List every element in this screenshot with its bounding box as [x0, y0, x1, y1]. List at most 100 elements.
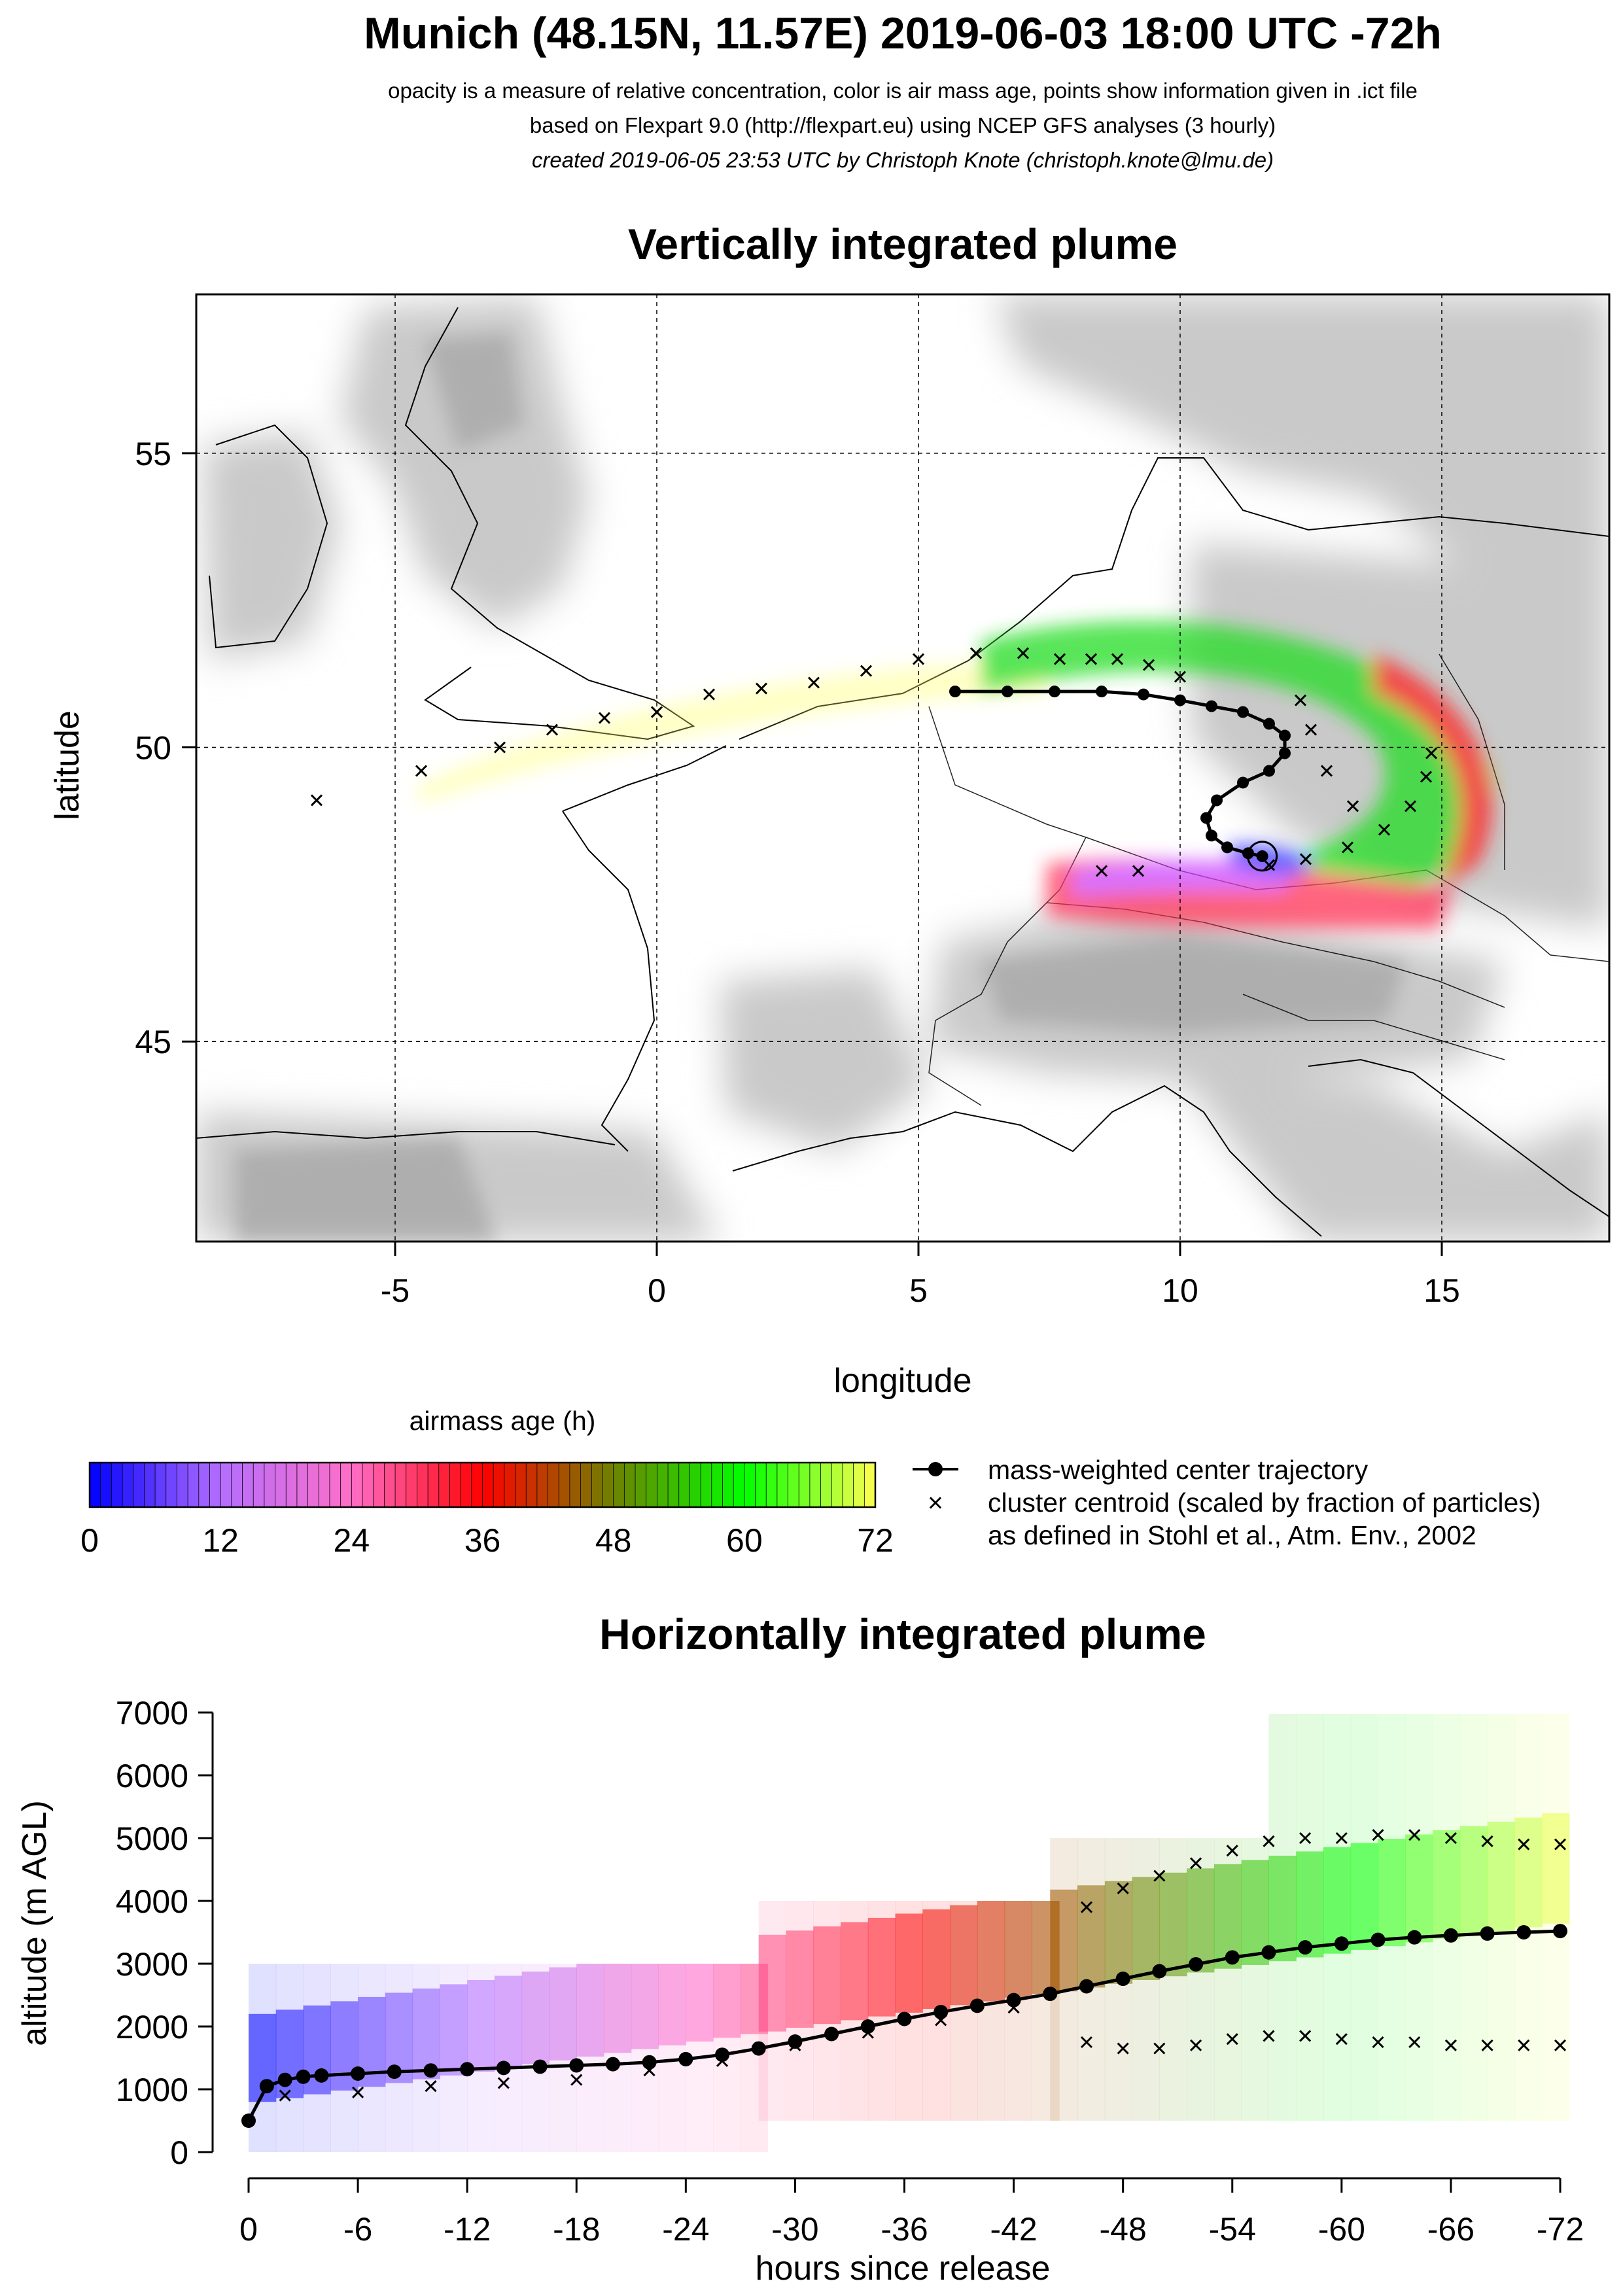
vertical-trajectory-point: [751, 2041, 766, 2056]
vertical-cluster-layer: [279, 1829, 1567, 2102]
vertical-y-tick-label: 7000: [116, 1695, 188, 1731]
vertical-cluster-centroid: [1444, 1832, 1457, 1845]
vertical-trajectory-point: [788, 2034, 803, 2049]
map-cluster-centroid: [1142, 659, 1155, 671]
vertical-cluster-centroid: [716, 2055, 729, 2067]
map-cluster-centroid: [755, 682, 768, 695]
vertical-trajectory-point: [1370, 1932, 1386, 1947]
colorbar-cell: [613, 1462, 625, 1508]
colorbar: [88, 1461, 877, 1508]
vertical-trajectory-point: [1516, 1925, 1531, 1939]
colorbar-tick-label: 24: [334, 1522, 370, 1559]
colorbar-cell: [275, 1462, 287, 1508]
vertical-x-tick-label: -66: [1427, 2211, 1475, 2248]
colorbar-cell: [264, 1462, 276, 1508]
vertical-x-tick-label: -72: [1537, 2211, 1584, 2248]
colorbar-cell: [318, 1462, 330, 1508]
colorbar-cell: [722, 1462, 735, 1508]
vertical-plume-core: [1433, 1830, 1461, 1939]
vertical-plume-core: [713, 1964, 741, 2038]
map-cluster-centroid: [1263, 859, 1276, 871]
vertical-trajectory-point: [277, 2072, 292, 2087]
colorbar-cell: [536, 1462, 549, 1508]
vertical-trajectory-point: [1189, 1957, 1204, 1972]
colorbar-cell: [831, 1462, 843, 1508]
map-cluster-centroid: [1404, 800, 1417, 812]
vertical-trajectory-point: [460, 2062, 475, 2077]
map-cluster-centroid: [546, 723, 559, 736]
vertical-plume-layer: [249, 1714, 1570, 2152]
vertical-trajectory-point: [423, 2063, 438, 2078]
map-trajectory-point: [1211, 794, 1223, 807]
vertical-trajectory-point: [569, 2058, 584, 2073]
subtitle-opacity-note: opacity is a measure of relative concent…: [388, 78, 1418, 103]
map-cluster-centroid: [1095, 865, 1108, 877]
colorbar-cell: [482, 1462, 495, 1508]
map-y-axis-label: latitude: [48, 710, 86, 820]
colorbar-cell: [820, 1462, 833, 1508]
release-location-marker: [1247, 841, 1278, 872]
map-cluster-layer: [310, 647, 1438, 877]
vertical-trajectory-point: [1480, 1926, 1495, 1941]
map-trajectory-point: [1002, 686, 1013, 698]
colorbar-tick-label: 72: [857, 1522, 894, 1559]
map-cluster-centroid: [1420, 771, 1433, 783]
vertical-plume-core: [1514, 1817, 1543, 1928]
vertical-trajectory-point: [296, 2069, 311, 2084]
vertical-trajectory-point: [1443, 1928, 1458, 1943]
colorbar-cell: [285, 1462, 298, 1508]
map-cluster-centroid: [1174, 670, 1187, 683]
vertical-trajectory-point: [642, 2055, 657, 2070]
colorbar-cell: [394, 1462, 407, 1508]
map-cluster-centroid: [1132, 865, 1145, 877]
vertical-plume-core: [1187, 1868, 1215, 1973]
vertical-x-tick-label: -12: [444, 2211, 491, 2248]
map-background: [196, 294, 1609, 1242]
vertical-trajectory-point: [1225, 1950, 1240, 1965]
vertical-trajectory-point: [678, 2051, 693, 2066]
vertical-plume-core: [604, 1964, 632, 2053]
vertical-cluster-centroid: [1444, 2039, 1457, 2051]
vertical-plume-core: [895, 1913, 923, 2013]
colorbar-cell: [515, 1462, 527, 1508]
vertical-plume-core: [1323, 1847, 1352, 1954]
map-y-tick-label: 50: [135, 730, 171, 767]
vertical-x-tick-label: -48: [1100, 2211, 1147, 2248]
vertical-plume-core: [786, 1930, 814, 2028]
colorbar-cell: [504, 1462, 516, 1508]
map-trajectory-point: [1206, 700, 1217, 712]
subtitle-model-note: based on Flexpart 9.0 (http://flexpart.e…: [529, 113, 1276, 137]
vertical-trajectory-point: [1043, 1987, 1058, 2002]
colorbar-cell: [296, 1462, 309, 1508]
vertical-cluster-centroid: [570, 2074, 583, 2086]
vertical-plume-core: [813, 1926, 841, 2025]
legend-trajectory-label: mass-weighted center trajectory: [988, 1455, 1369, 1485]
colorbar-tick-label: 12: [202, 1522, 239, 1559]
vertical-plume-core: [1132, 1877, 1160, 1980]
vertical-cluster-centroid: [862, 2026, 874, 2039]
map-chart-title: Vertically integrated plume: [628, 220, 1178, 268]
map-y-ticks: 45 50 55: [135, 436, 196, 1060]
subtitle-created-note: created 2019-06-05 23:53 UTC by Christop…: [531, 148, 1274, 172]
vertical-plume-core: [1004, 1901, 1032, 1998]
vertical-cluster-centroid: [1408, 1829, 1421, 1841]
colorbar-frame: [88, 1461, 877, 1508]
colorbar-cell: [744, 1462, 756, 1508]
map-cluster-centroid: [1299, 853, 1312, 865]
vertical-plume-core: [631, 1964, 659, 2049]
vertical-x-tick-label: 0: [239, 2211, 258, 2248]
colorbar-cell: [144, 1462, 156, 1508]
vertical-plume-core: [758, 1934, 786, 2032]
map-x-tick-label: -5: [381, 1272, 410, 1309]
vertical-plume-core: [1459, 1826, 1488, 1935]
colorbar-cell: [591, 1462, 603, 1508]
vertical-cluster-centroid: [1263, 1835, 1275, 1847]
colorbar-cell: [809, 1462, 822, 1508]
colorbar-cell: [100, 1462, 113, 1508]
vertical-cluster-centroid: [1226, 1845, 1238, 1857]
vertical-cluster-centroid: [1481, 1835, 1493, 1847]
map-grid: [196, 294, 1609, 1242]
vertical-cluster-centroid: [1518, 2039, 1530, 2051]
vertical-cluster-centroid: [1481, 2039, 1493, 2051]
